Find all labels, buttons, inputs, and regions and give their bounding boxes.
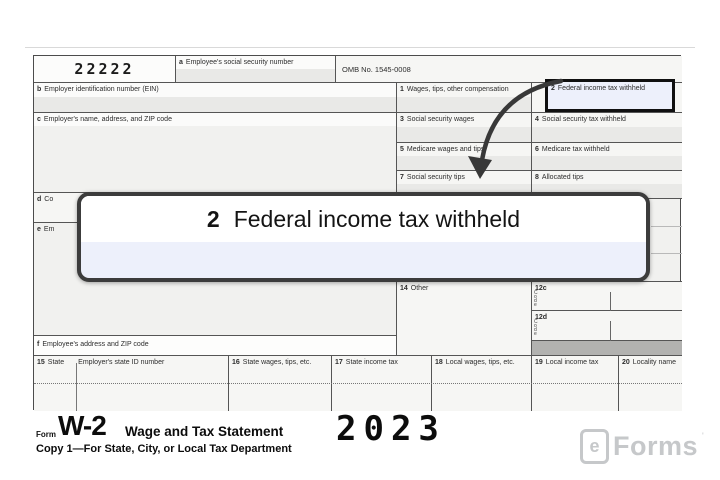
box-number: 5 [400,146,404,153]
state-abbr-divider [76,363,77,411]
box-3-input[interactable] [397,127,531,142]
box-label: Local wages, tips, etc. [445,359,515,366]
box-number: 16 [232,359,240,366]
hidden-row-line [651,226,682,227]
box-4-ss-tax[interactable]: 4 Social security tax withheld [531,113,682,143]
state-row-separator [34,383,682,384]
box-a-ssn[interactable]: a Employee's social security number [176,56,336,83]
box-label: Employer's state ID number [78,359,165,366]
box-c-employer[interactable]: c Employer's name, address, and ZIP code [34,113,396,193]
tax-year: 2023 [336,409,446,449]
box-label: Co [44,196,54,203]
form-number: W-2 [58,410,107,441]
omb-label: OMB No. 1545-0008 [342,64,411,74]
box-number: 12c [535,285,547,292]
box-number: 3 [400,116,404,123]
box-number: 19 [535,359,543,366]
callout-text-row: 2 Federal income tax withheld [81,196,646,242]
box-label: Medicare wages and tips [406,146,485,153]
page-top-edge [25,47,695,48]
box-number: 8 [535,174,539,181]
callout-box: 2 Federal income tax withheld [77,192,650,282]
copy-line: Copy 1—For State, City, or Local Tax Dep… [36,443,292,455]
box-number: 15 [37,359,45,366]
callout-box-label: Federal income tax withheld [233,205,521,232]
box-14-other[interactable]: 14 Other [396,281,531,356]
box-2-highlight[interactable]: 2 Federal income tax withheld [545,79,675,112]
box-letter: f [37,341,40,348]
box-6-medicare-tax[interactable]: 6 Medicare tax withheld [531,143,682,171]
box-b-ein[interactable]: b Employer identification number (EIN) [34,83,396,113]
box-label: State income tax [345,359,398,366]
box-label: Federal income tax withheld [557,85,646,92]
box-1-input[interactable] [397,97,531,112]
box-label: Employer identification number (EIN) [44,86,159,93]
control-number-box[interactable]: 22222 [34,56,176,83]
box-label: Em [43,226,55,233]
box-label: Locality name [632,359,676,366]
form-word: Form [36,430,56,439]
box-number: 12d [535,314,548,321]
box-3-ss-wages[interactable]: 3 Social security wages [396,113,531,143]
box-label: Social security tax withheld [541,116,626,123]
box-a-input[interactable] [176,69,335,82]
box-5-medicare-wages[interactable]: 5 Medicare wages and tips [396,143,531,171]
statement-title: Wage and Tax Statement [125,424,284,439]
box-number: 4 [535,116,539,123]
box-label: State wages, tips, etc. [242,359,312,366]
box-number: 20 [622,359,630,366]
box-label: Medicare tax withheld [541,146,610,153]
box-label: Other [410,285,429,292]
box-label: Social security wages [406,116,475,123]
box-4-input[interactable] [532,127,682,142]
box-number: 7 [400,174,404,181]
box-number: 14 [400,285,408,292]
box-label: Local income tax [545,359,599,366]
box-letter: a [179,59,183,66]
control-number-value: 22222 [74,60,135,78]
box-letter: d [37,196,42,203]
eforms-page-icon: e [580,429,609,464]
box-label: State [47,359,65,366]
box-label: Employer's name, address, and ZIP code [43,116,172,123]
box-letter: b [37,86,42,93]
hidden-row-line [651,253,682,254]
eforms-tm-mark: ' [702,431,704,441]
box-letter: e [37,226,41,233]
box-label: Employee's address and ZIP code [42,341,149,348]
box-f-address[interactable]: f Employee's address and ZIP code [34,336,396,356]
callout-box-number: 2 [206,205,220,232]
box-5-input[interactable] [397,156,531,170]
eforms-logo: e Forms ' [580,429,704,464]
box-label: Employee's social security number [185,59,294,66]
box-label: Wages, tips, other compensation [406,86,509,93]
shaded-bar [531,341,682,356]
code-divider [610,321,611,341]
box-6-input[interactable] [532,156,682,170]
box-label: Allocated tips [541,174,584,181]
box-number: 17 [335,359,343,366]
box-number: 1 [400,86,404,93]
box-b-input[interactable] [34,97,396,112]
box-1-wages[interactable]: 1 Wages, tips, other compensation [396,83,531,113]
code-divider [610,292,611,312]
box-letter: c [37,116,41,123]
box-number: 2 [551,85,555,92]
box-number: 18 [435,359,443,366]
box-label: Social security tips [406,174,465,181]
box-number: 6 [535,146,539,153]
eforms-wordmark: Forms [613,431,699,461]
